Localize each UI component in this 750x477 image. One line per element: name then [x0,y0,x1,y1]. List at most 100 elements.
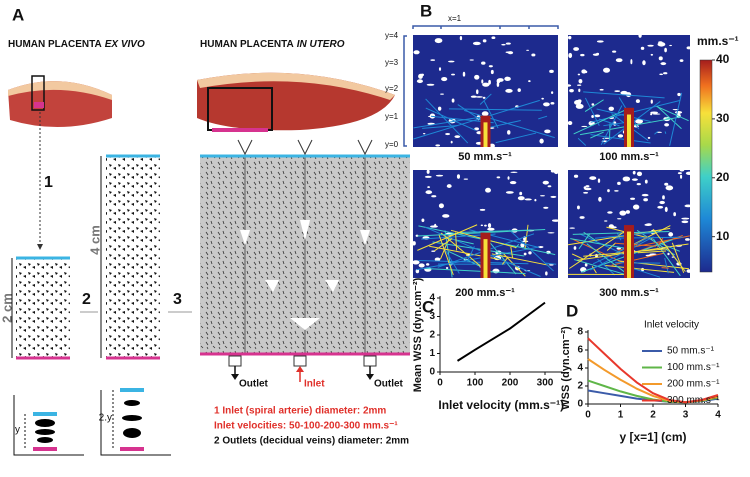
map-villus [659,73,664,76]
map-villus [677,92,681,97]
map-flow [600,105,623,146]
y-label: y=0 [385,140,399,149]
map-villus [446,184,452,188]
series-line [456,301,546,362]
map-flow [656,105,689,122]
map-villus [584,263,588,267]
map-villus [426,263,430,266]
map-flow [425,107,476,131]
map-flow [664,257,669,274]
map-villus [635,99,640,103]
legend-label: 200 mm.s⁻¹ [667,379,720,390]
map-flow [652,238,681,277]
x-axis-title: y [x=1] (cm) [619,430,686,444]
map-villus [435,174,444,177]
map-villus [598,196,602,202]
map-villus [647,136,651,139]
map-villus [573,47,580,51]
step: 3 [173,291,182,308]
y-tick-label: 4 [429,293,435,304]
map-villus [505,191,514,194]
map-villus [476,89,479,95]
map-villus [650,113,653,116]
map-villus [482,82,490,87]
map-villus [607,189,610,193]
map-villus [686,269,692,273]
map-villus [650,99,653,104]
map-villus [510,171,518,174]
map-villus [589,176,597,180]
map-villus [474,74,480,80]
map-villus [456,174,461,179]
map-villus [674,110,683,114]
map-villus [591,103,595,106]
map-flow [572,230,670,235]
map-villus [521,240,529,243]
map-villus [550,195,557,198]
map-villus [630,59,633,65]
map-villus [657,205,664,209]
map-flow [671,242,685,274]
map-villus [509,180,517,185]
map-villus [490,69,494,75]
y-tick-label: 8 [577,327,583,338]
map-villus [664,123,670,127]
map-villus [418,263,425,268]
map-villus [424,175,432,178]
map-flow [615,242,656,247]
map-villus [614,90,621,93]
map-flow [656,106,682,130]
map-villus [596,52,600,55]
y-label: y=3 [385,58,399,67]
map-villus [534,198,537,202]
map-villus [685,204,688,207]
map-villus [425,190,433,195]
panel-label: D [566,301,578,320]
map-villus [487,227,495,231]
map-villus [442,214,450,218]
y-tick-label: 0 [429,367,435,378]
map-label: 100 mm.s⁻¹ [599,151,659,163]
map-villus [614,190,619,192]
map-villus [567,121,573,126]
map-flow [637,250,667,254]
map-villus [636,171,643,177]
map-villus [662,195,665,200]
y-label: y=2 [385,84,399,93]
y-axis-title: WSS (dyn.cm⁻²) [560,326,572,410]
map-flow [483,101,499,129]
map-jet-core [627,231,631,278]
map-flow [491,253,549,266]
x-axis-title: Inlet velocity (mm.s⁻¹) [438,398,564,412]
scale-label: 2 cm [0,293,14,323]
map-villus [485,187,491,193]
map-villus [550,101,555,105]
map-villus [438,67,442,71]
map-flow [510,246,514,259]
map-villus [450,140,453,144]
map-villus [523,252,527,256]
map-villus [594,114,601,118]
map-flow [590,134,651,144]
map-villus [479,208,486,211]
domain [200,139,410,382]
map-flow [567,227,671,246]
map-flow [422,124,458,129]
map-villus [575,103,584,109]
map-villus [412,260,420,265]
map-villus [470,95,477,98]
map-villus [602,137,610,139]
map-villus [664,182,669,186]
map-flow [545,262,557,265]
map-villus [581,125,588,128]
map-jet-core [483,239,488,278]
x-tick-label: 300 [537,378,554,389]
sketch-shapes [24,388,144,451]
map-flow [508,229,554,272]
map-villus [673,212,677,217]
map-villus [507,176,510,180]
map-villus [641,193,649,197]
map-villus [488,65,493,68]
map-villus [577,73,581,76]
map-villus [664,206,668,212]
